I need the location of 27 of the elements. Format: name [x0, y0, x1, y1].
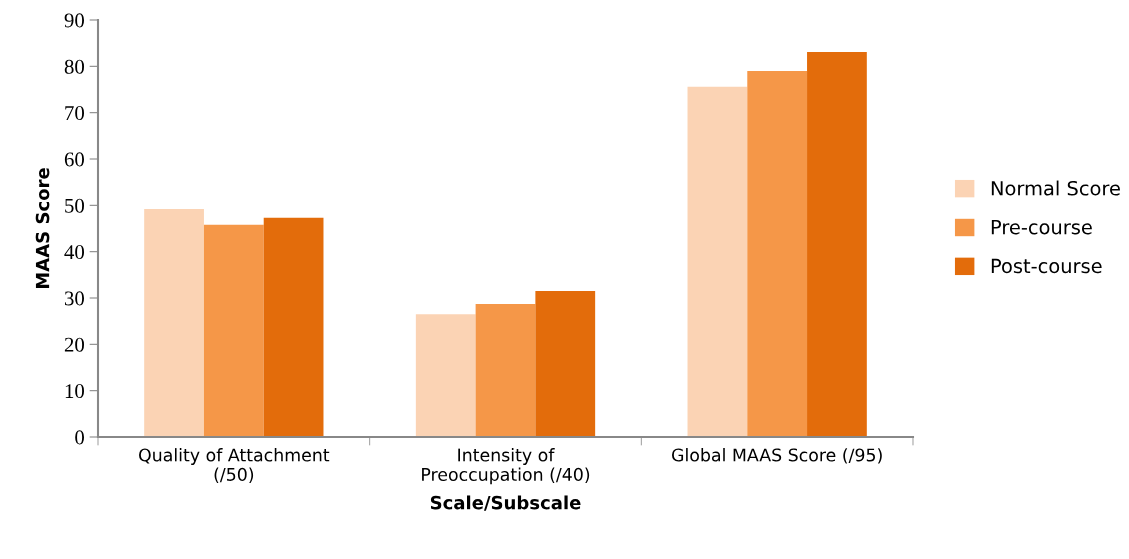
legend-label: Post-course: [991, 258, 1102, 274]
bar: [747, 70, 808, 437]
bar: [144, 209, 204, 437]
bar: [475, 304, 536, 437]
x-tick-label: Intensity of Preoccupation (/40): [422, 448, 590, 485]
x-tick-label: Global MAAS Score (/95): [672, 448, 882, 464]
y-tick-label: 0: [75, 430, 85, 445]
bar: [807, 51, 867, 437]
x-tick-label: Quality of Attachment (/50): [139, 448, 330, 484]
y-tick-label: 60: [64, 152, 85, 167]
bar: [203, 224, 264, 437]
x-axis-title: Scale/Subscale: [430, 495, 581, 511]
y-tick-label: 70: [65, 106, 85, 121]
y-tick-label: 40: [64, 245, 85, 260]
y-tick-label: 20: [64, 337, 85, 352]
bar: [535, 291, 596, 437]
legend-label: Pre-course: [991, 219, 1092, 235]
y-tick-label: 10: [65, 384, 85, 399]
y-tick-label: 50: [65, 198, 85, 213]
bar: [687, 86, 748, 437]
y-tick-label: 30: [64, 291, 85, 306]
y-tick-label: 90: [64, 13, 85, 28]
bar: [263, 217, 324, 437]
legend-label: Normal Score: [991, 180, 1120, 196]
bar: [415, 314, 476, 437]
y-tick-label: 80: [64, 59, 85, 74]
y-axis-title: MAAS Score: [35, 168, 50, 289]
